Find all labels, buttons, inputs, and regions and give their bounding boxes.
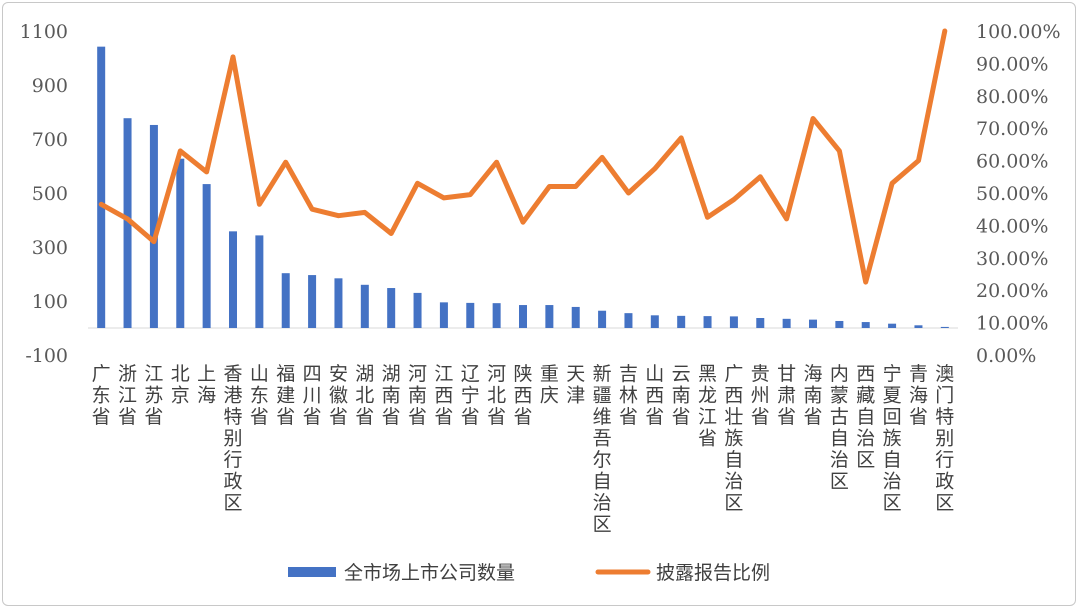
category-label: 澳门特别行政区 (935, 363, 954, 514)
bar (360, 284, 369, 328)
bar (545, 305, 554, 328)
category-label: 湖北省 (355, 363, 374, 428)
category-label: 贵州省 (751, 363, 770, 428)
bar (149, 124, 158, 329)
bar (703, 316, 712, 328)
category-label: 香港特别行政区 (223, 363, 242, 514)
bar (677, 315, 686, 328)
bar (650, 315, 659, 328)
y-right-tick-label: 60.00% (976, 151, 1048, 173)
legend-bar-swatch (288, 567, 336, 577)
y-right-tick-label: 90.00% (976, 53, 1048, 75)
bar (598, 310, 607, 328)
bar (308, 275, 317, 328)
bar (835, 320, 844, 328)
category-label: 浙江省 (118, 363, 137, 428)
bar (281, 273, 290, 328)
bar (413, 292, 422, 328)
bar (466, 302, 475, 328)
category-label: 内蒙古自治区 (830, 363, 849, 493)
y-right-tick-label: 70.00% (976, 118, 1048, 140)
category-label: 福建省 (276, 363, 295, 428)
category-label: 山东省 (250, 363, 269, 428)
category-label: 黑龙江省 (698, 363, 717, 450)
bar (861, 322, 870, 328)
category-label: 江苏省 (144, 363, 163, 428)
y-right-tick-label: 50.00% (976, 183, 1048, 205)
bar (97, 46, 106, 328)
category-label: 青海省 (909, 363, 928, 428)
category-label: 云南省 (672, 363, 691, 428)
bar (809, 319, 817, 328)
y-left-tick-label: 300 (32, 237, 68, 259)
bar (229, 231, 237, 328)
category-label: 山西省 (645, 363, 664, 428)
category-label: 上海 (197, 363, 216, 407)
category-label: 广西壮族自治区 (724, 363, 743, 514)
bar (888, 323, 897, 328)
category-label: 广东省 (92, 363, 111, 428)
bar (782, 318, 791, 328)
y-right-tick-label: 40.00% (976, 215, 1048, 237)
legend-bar-label: 全市场上市公司数量 (344, 562, 515, 584)
category-label: 湖南省 (382, 363, 401, 428)
bar (334, 278, 343, 328)
y-left-tick-label: 1100 (20, 21, 68, 43)
bar (914, 325, 923, 328)
y-left-tick-label: 100 (32, 291, 68, 313)
bar (439, 302, 448, 328)
category-label: 江西省 (434, 363, 453, 428)
category-label: 重庆 (540, 363, 559, 407)
category-label: 辽宁省 (461, 363, 480, 428)
y-right-tick-label: 10.00% (976, 313, 1048, 335)
category-label: 陕西省 (513, 363, 532, 428)
y-right-tick-label: 20.00% (976, 280, 1048, 302)
y-left-tick-label: 700 (32, 129, 68, 151)
category-label: 西藏自治区 (856, 363, 875, 471)
category-label: 河北省 (487, 363, 506, 428)
bar (255, 235, 264, 328)
bar (387, 288, 396, 328)
bar (729, 316, 738, 328)
bar (519, 305, 527, 328)
category-label: 天津 (566, 363, 585, 407)
y-right-tick-label: 100.00% (976, 21, 1061, 43)
bar (202, 184, 211, 328)
bar (123, 118, 132, 329)
category-label: 吉林省 (619, 363, 638, 428)
bar (940, 326, 949, 328)
y-left-tick-label: 900 (32, 75, 68, 97)
category-label: 海南省 (803, 363, 822, 428)
category-label: 安徽省 (329, 363, 348, 428)
y-left-tick-label: 500 (32, 183, 68, 205)
y-right-tick-label: 0.00% (976, 345, 1036, 367)
category-label: 北京 (171, 363, 190, 407)
bar (571, 306, 580, 328)
category-label: 四川省 (303, 363, 322, 428)
category-label: 甘肃省 (777, 363, 796, 428)
category-label: 新疆维吾尔自治区 (593, 363, 612, 536)
bar (492, 303, 501, 328)
bar (624, 313, 633, 328)
bar (176, 158, 185, 328)
legend-line-label: 披露报告比例 (656, 562, 770, 584)
bar (756, 318, 765, 328)
y-left-tick-label: -100 (25, 345, 68, 367)
line-series (98, 28, 948, 285)
category-label: 宁夏回族自治区 (883, 363, 902, 514)
y-right-tick-label: 30.00% (976, 248, 1048, 270)
y-right-tick-label: 80.00% (976, 86, 1048, 108)
category-label: 河南省 (408, 363, 427, 428)
